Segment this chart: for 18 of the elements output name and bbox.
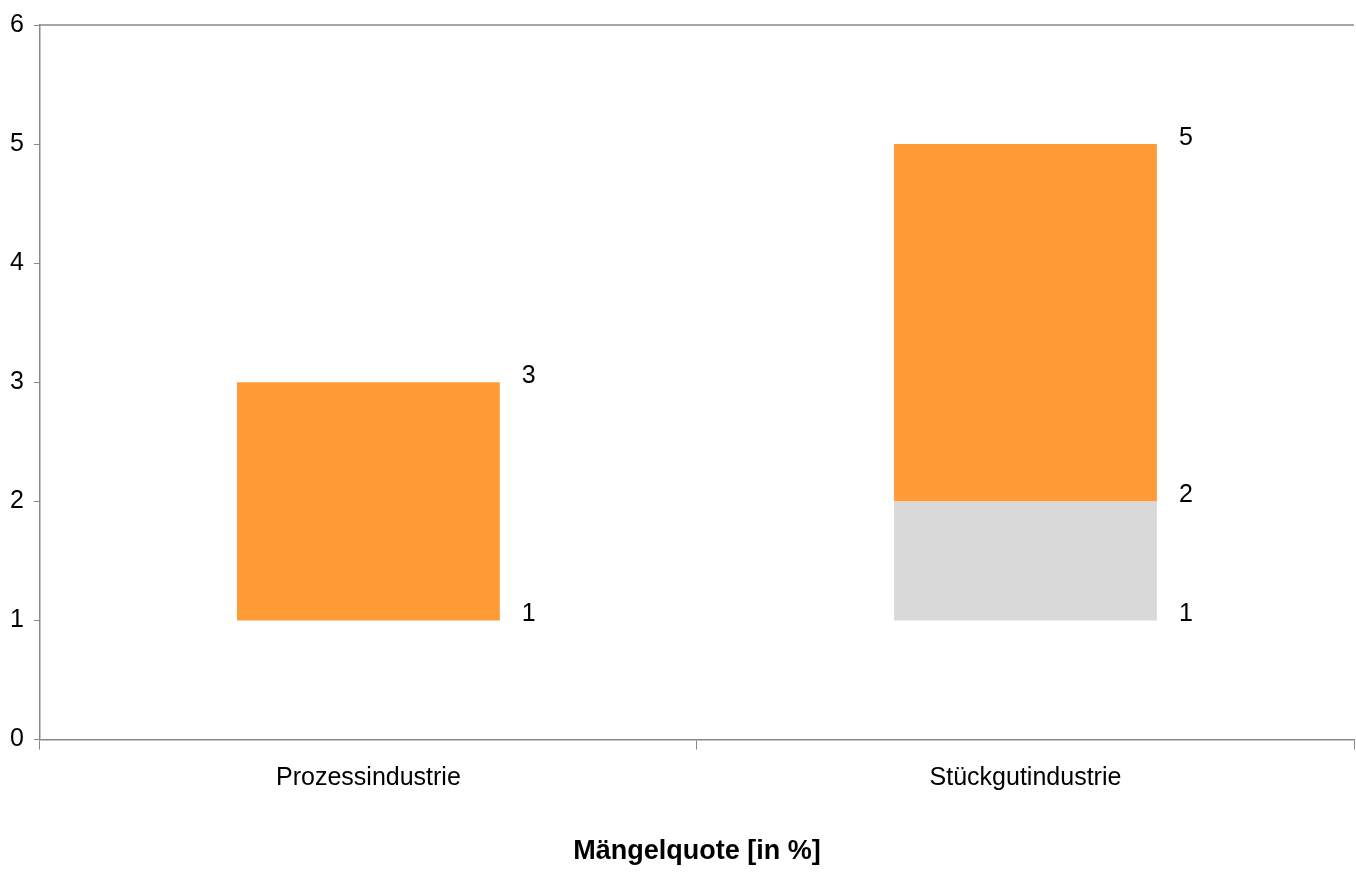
x-axis-title: Mängelquote [in %] [573, 835, 821, 866]
y-tick-label: 2 [10, 485, 24, 514]
y-tick-label: 3 [10, 366, 24, 395]
annotation: 3 [521, 360, 536, 389]
annotation: 2 [1178, 479, 1193, 508]
y-tick-label: 1 [10, 604, 24, 633]
bar [894, 144, 1157, 502]
y-tick-label: 4 [10, 247, 24, 276]
annotation: 1 [1178, 598, 1193, 627]
y-tick-label: 5 [10, 127, 24, 156]
annotation: 5 [1178, 121, 1193, 150]
bar [237, 382, 500, 621]
annotation: 1 [521, 598, 536, 627]
y-tick-label: 6 [10, 8, 24, 37]
x-tick-label: Stückgutindustrie [929, 762, 1122, 791]
y-tick-label: 0 [10, 723, 24, 752]
bar [894, 501, 1157, 621]
x-tick-label: Prozessindustrie [276, 762, 461, 791]
